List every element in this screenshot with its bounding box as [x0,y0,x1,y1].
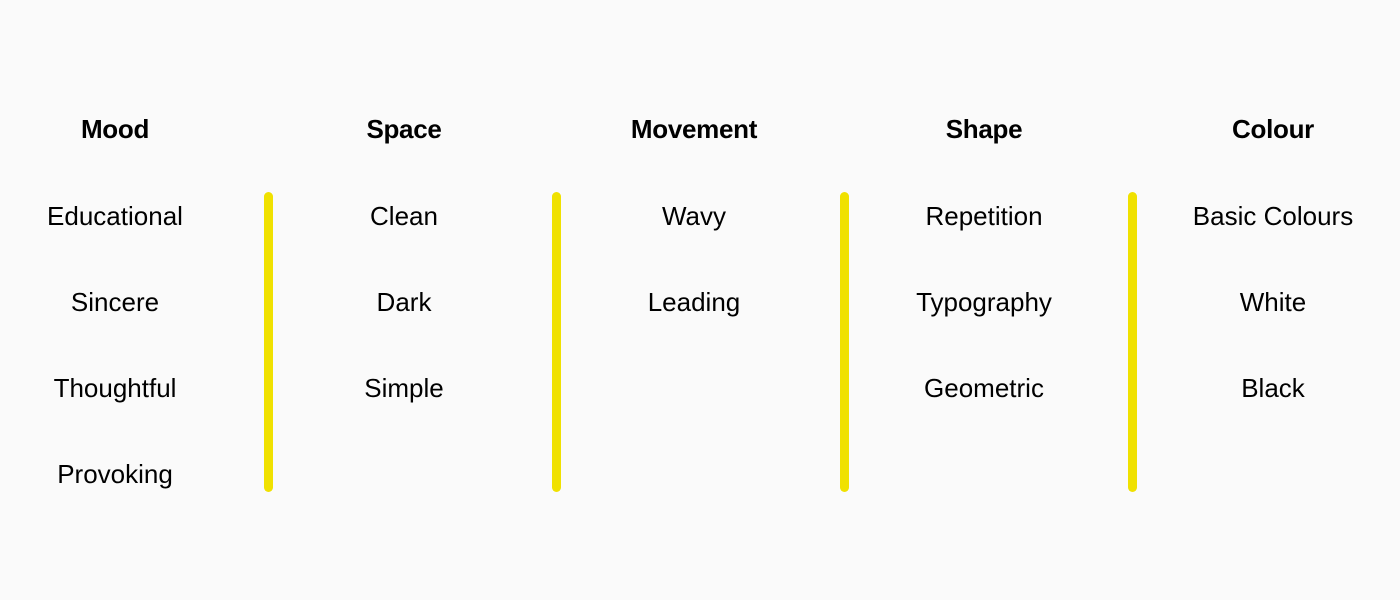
column-item: Repetition [925,201,1043,231]
column-title: Movement [630,114,758,144]
column-item: Educational [47,201,183,231]
column-item: Sincere [70,287,160,317]
column-item: Black [1241,373,1305,403]
column-title: Shape [945,114,1023,144]
column-divider [552,192,561,492]
column-item: Clean [370,201,438,231]
column-title: Mood [80,114,150,144]
column-item: Simple [364,373,444,403]
column-title: Colour [1232,114,1314,144]
column-item: Dark [376,287,432,317]
column-divider [1128,192,1137,492]
column-item: White [1239,287,1307,317]
column-item: Leading [647,287,741,317]
column-item: Geometric [924,373,1044,403]
column-item: Typography [916,287,1052,317]
column-item: Thoughtful [53,373,177,403]
column-item: Wavy [661,201,727,231]
column-item: Basic Colours [1192,201,1354,231]
column-item: Provoking [57,459,173,489]
column-title: Space [366,114,442,144]
column-divider [840,192,849,492]
column-divider [264,192,273,492]
